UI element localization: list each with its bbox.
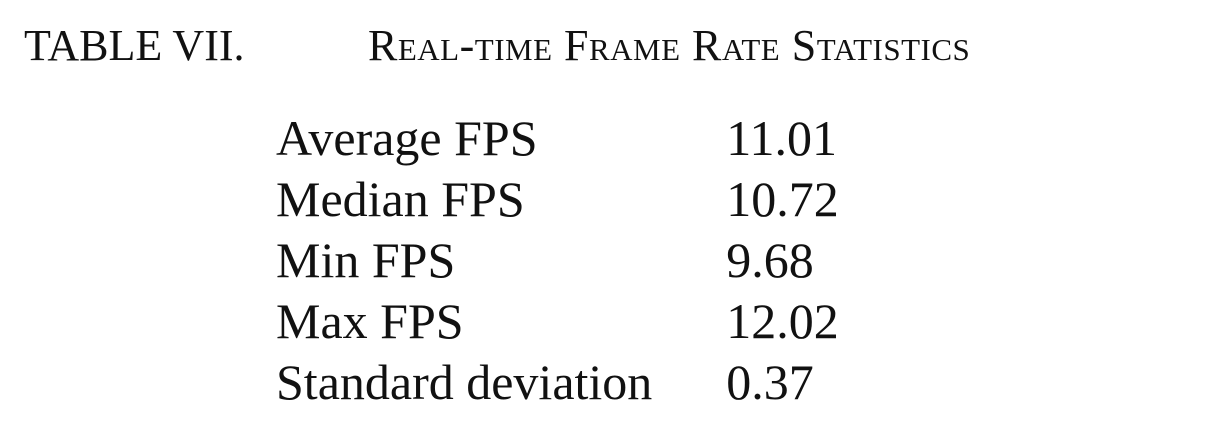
metric-label: Median FPS <box>276 171 525 227</box>
metric-value: 12.02 <box>726 293 839 349</box>
table-number: TABLE VII. <box>24 21 245 70</box>
table-row: Median FPS 10.72 <box>276 169 849 230</box>
frame-rate-table: Average FPS 11.01 Median FPS 10.72 Min F… <box>276 108 849 413</box>
metric-value: 10.72 <box>726 171 839 227</box>
metric-label: Min FPS <box>276 232 456 288</box>
metric-label: Average FPS <box>276 110 538 166</box>
metric-value: 9.68 <box>726 232 814 288</box>
table-row: Max FPS 12.02 <box>276 291 849 352</box>
table-row: Average FPS 11.01 <box>276 108 849 169</box>
metric-label: Max FPS <box>276 293 464 349</box>
table-caption: TABLE VII. Real-time Frame Rate Statistic… <box>24 18 970 74</box>
metric-value: 0.37 <box>726 354 814 410</box>
metric-label: Standard deviation <box>276 354 653 410</box>
metric-value: 11.01 <box>726 110 837 166</box>
table-row: Standard deviation 0.37 <box>276 352 849 413</box>
table-row: Min FPS 9.68 <box>276 230 849 291</box>
table-title: Real-time Frame Rate Statistics <box>368 21 971 70</box>
